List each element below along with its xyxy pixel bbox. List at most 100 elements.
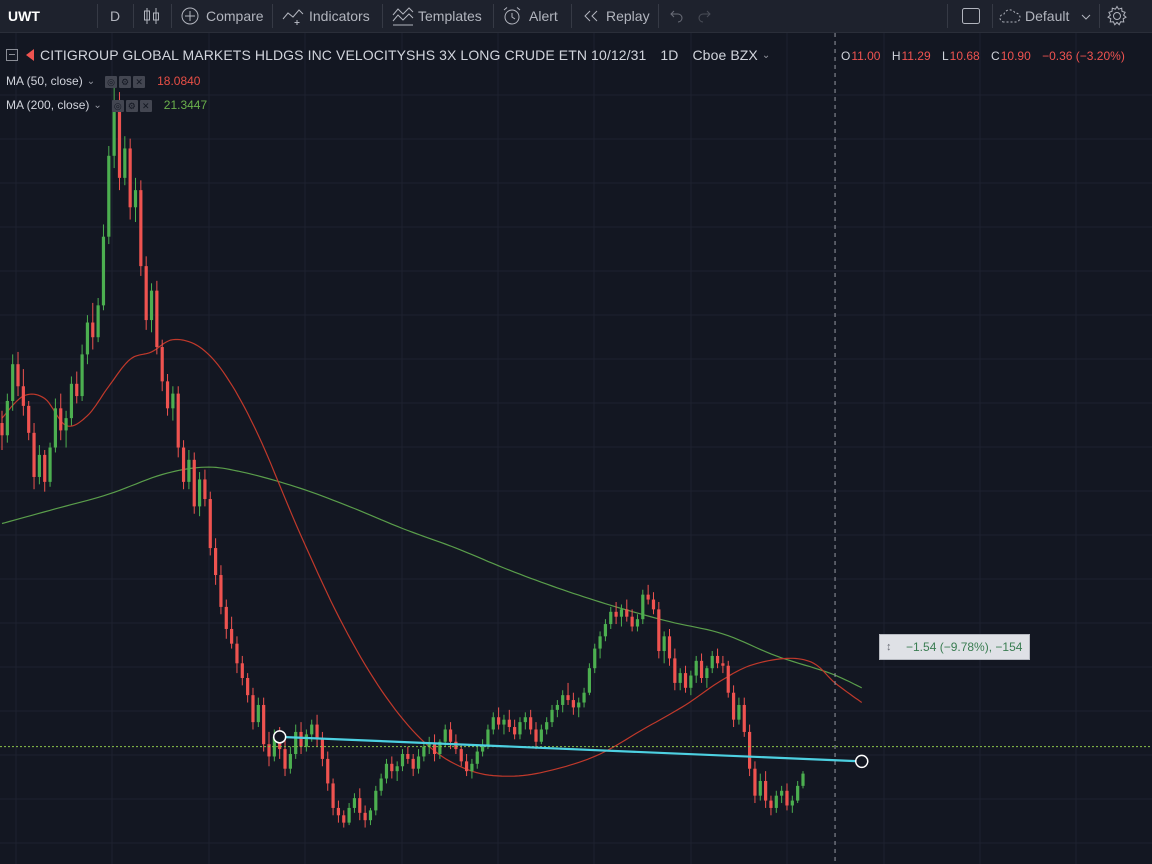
ma200-legend: MA (200, close) ⌄ ◎ ⚙ ✕ 21.3447 — [6, 96, 207, 114]
candle-body — [582, 692, 586, 703]
candle — [502, 714, 506, 735]
candle-body — [64, 418, 68, 431]
alert-button[interactable]: Alert — [502, 0, 558, 32]
ma50-legend: MA (50, close) ⌄ ◎ ⚙ ✕ 18.0840 — [6, 72, 200, 90]
candle — [630, 609, 634, 632]
candle-body — [144, 266, 148, 321]
candle-body — [448, 729, 453, 742]
candle-body — [748, 731, 752, 769]
candle-body — [651, 599, 656, 610]
candle-body — [742, 704, 746, 732]
candle-body — [368, 810, 373, 821]
candle — [497, 707, 501, 730]
fullscreen-button[interactable] — [961, 0, 981, 32]
candle-body — [673, 658, 677, 683]
candle — [726, 660, 730, 698]
interval-button[interactable]: D — [110, 0, 120, 32]
candle-body — [80, 354, 84, 397]
candle-body — [545, 722, 549, 730]
ma200-label[interactable]: MA (200, close) — [6, 98, 90, 112]
candle — [491, 712, 495, 735]
candle-body — [689, 675, 693, 688]
candle — [432, 734, 437, 762]
instrument-title: CITIGROUP GLOBAL MARKETS HLDGS INC VELOC… — [40, 47, 647, 63]
candle-body — [657, 609, 661, 652]
ma50-label[interactable]: MA (50, close) — [6, 74, 83, 88]
price-chart[interactable] — [0, 33, 1152, 864]
candle — [545, 717, 549, 735]
candle — [582, 687, 586, 708]
close-icon[interactable]: ✕ — [139, 100, 152, 112]
candle-body — [400, 754, 405, 767]
eye-icon[interactable]: ◎ — [105, 76, 118, 88]
close-icon[interactable]: ✕ — [133, 76, 146, 88]
candle — [416, 749, 421, 774]
candle-body — [53, 408, 57, 448]
toolbar-divider — [133, 4, 134, 28]
candle — [785, 783, 789, 811]
candle — [774, 790, 778, 813]
candle — [27, 400, 31, 441]
replay-button[interactable]: Replay — [582, 0, 650, 32]
indicators-button[interactable]: Indicators — [282, 0, 370, 32]
candle — [32, 423, 36, 490]
trend-line-handle-start[interactable] — [272, 730, 287, 744]
candle-body — [374, 790, 378, 811]
candle — [470, 758, 474, 779]
chevron-down-icon[interactable]: ⌄ — [93, 99, 102, 111]
layout-menu-button[interactable]: Default — [998, 0, 1091, 32]
candle-body — [555, 704, 559, 710]
symbol-search-button[interactable]: UWT — [8, 0, 40, 32]
toolbar-divider — [272, 4, 273, 28]
candle — [667, 628, 672, 666]
candle-body — [411, 758, 415, 769]
templates-button[interactable]: Templates — [392, 0, 482, 32]
chart-style-button[interactable] — [142, 0, 162, 32]
collapse-legend-button[interactable] — [6, 49, 18, 61]
chevron-down-icon[interactable]: ⌄ — [86, 75, 96, 87]
candle — [534, 722, 538, 750]
candle — [379, 773, 383, 796]
candle — [155, 280, 159, 355]
gear-icon[interactable]: ⚙ — [125, 100, 138, 112]
candle-body — [192, 459, 196, 507]
candle-body — [721, 663, 725, 666]
candle — [657, 602, 661, 659]
undo-button[interactable] — [667, 0, 685, 32]
candle — [48, 442, 52, 487]
candle-body — [251, 695, 255, 723]
candle — [101, 224, 106, 311]
candle — [352, 793, 357, 813]
candle-body — [262, 704, 266, 745]
candle — [59, 393, 63, 441]
candle-body — [619, 609, 624, 617]
candle — [336, 800, 341, 823]
gear-icon[interactable]: ⚙ — [119, 76, 132, 88]
candle-body — [550, 709, 554, 723]
trend-line-handle-end[interactable] — [854, 754, 869, 769]
candle-body — [85, 322, 90, 355]
candle — [753, 761, 757, 804]
settings-button[interactable] — [1106, 0, 1128, 32]
candle-body — [395, 766, 399, 772]
candle — [598, 631, 602, 659]
candle — [699, 653, 704, 683]
candle-body — [699, 660, 704, 678]
candle-body — [283, 749, 287, 769]
candle — [347, 803, 351, 826]
candle — [16, 351, 20, 397]
candle-body — [539, 729, 543, 742]
candle — [651, 592, 656, 615]
candle-body — [149, 290, 154, 321]
candle-body — [256, 704, 260, 723]
eye-icon[interactable]: ◎ — [111, 100, 124, 112]
candle-body — [774, 795, 778, 808]
candle — [304, 729, 308, 752]
compare-button[interactable]: Compare — [180, 0, 264, 32]
trend-line[interactable] — [279, 735, 862, 763]
candle — [721, 655, 725, 674]
candle — [21, 369, 25, 416]
candle — [288, 746, 292, 774]
candle-body — [288, 754, 292, 769]
redo-button[interactable] — [696, 0, 714, 32]
